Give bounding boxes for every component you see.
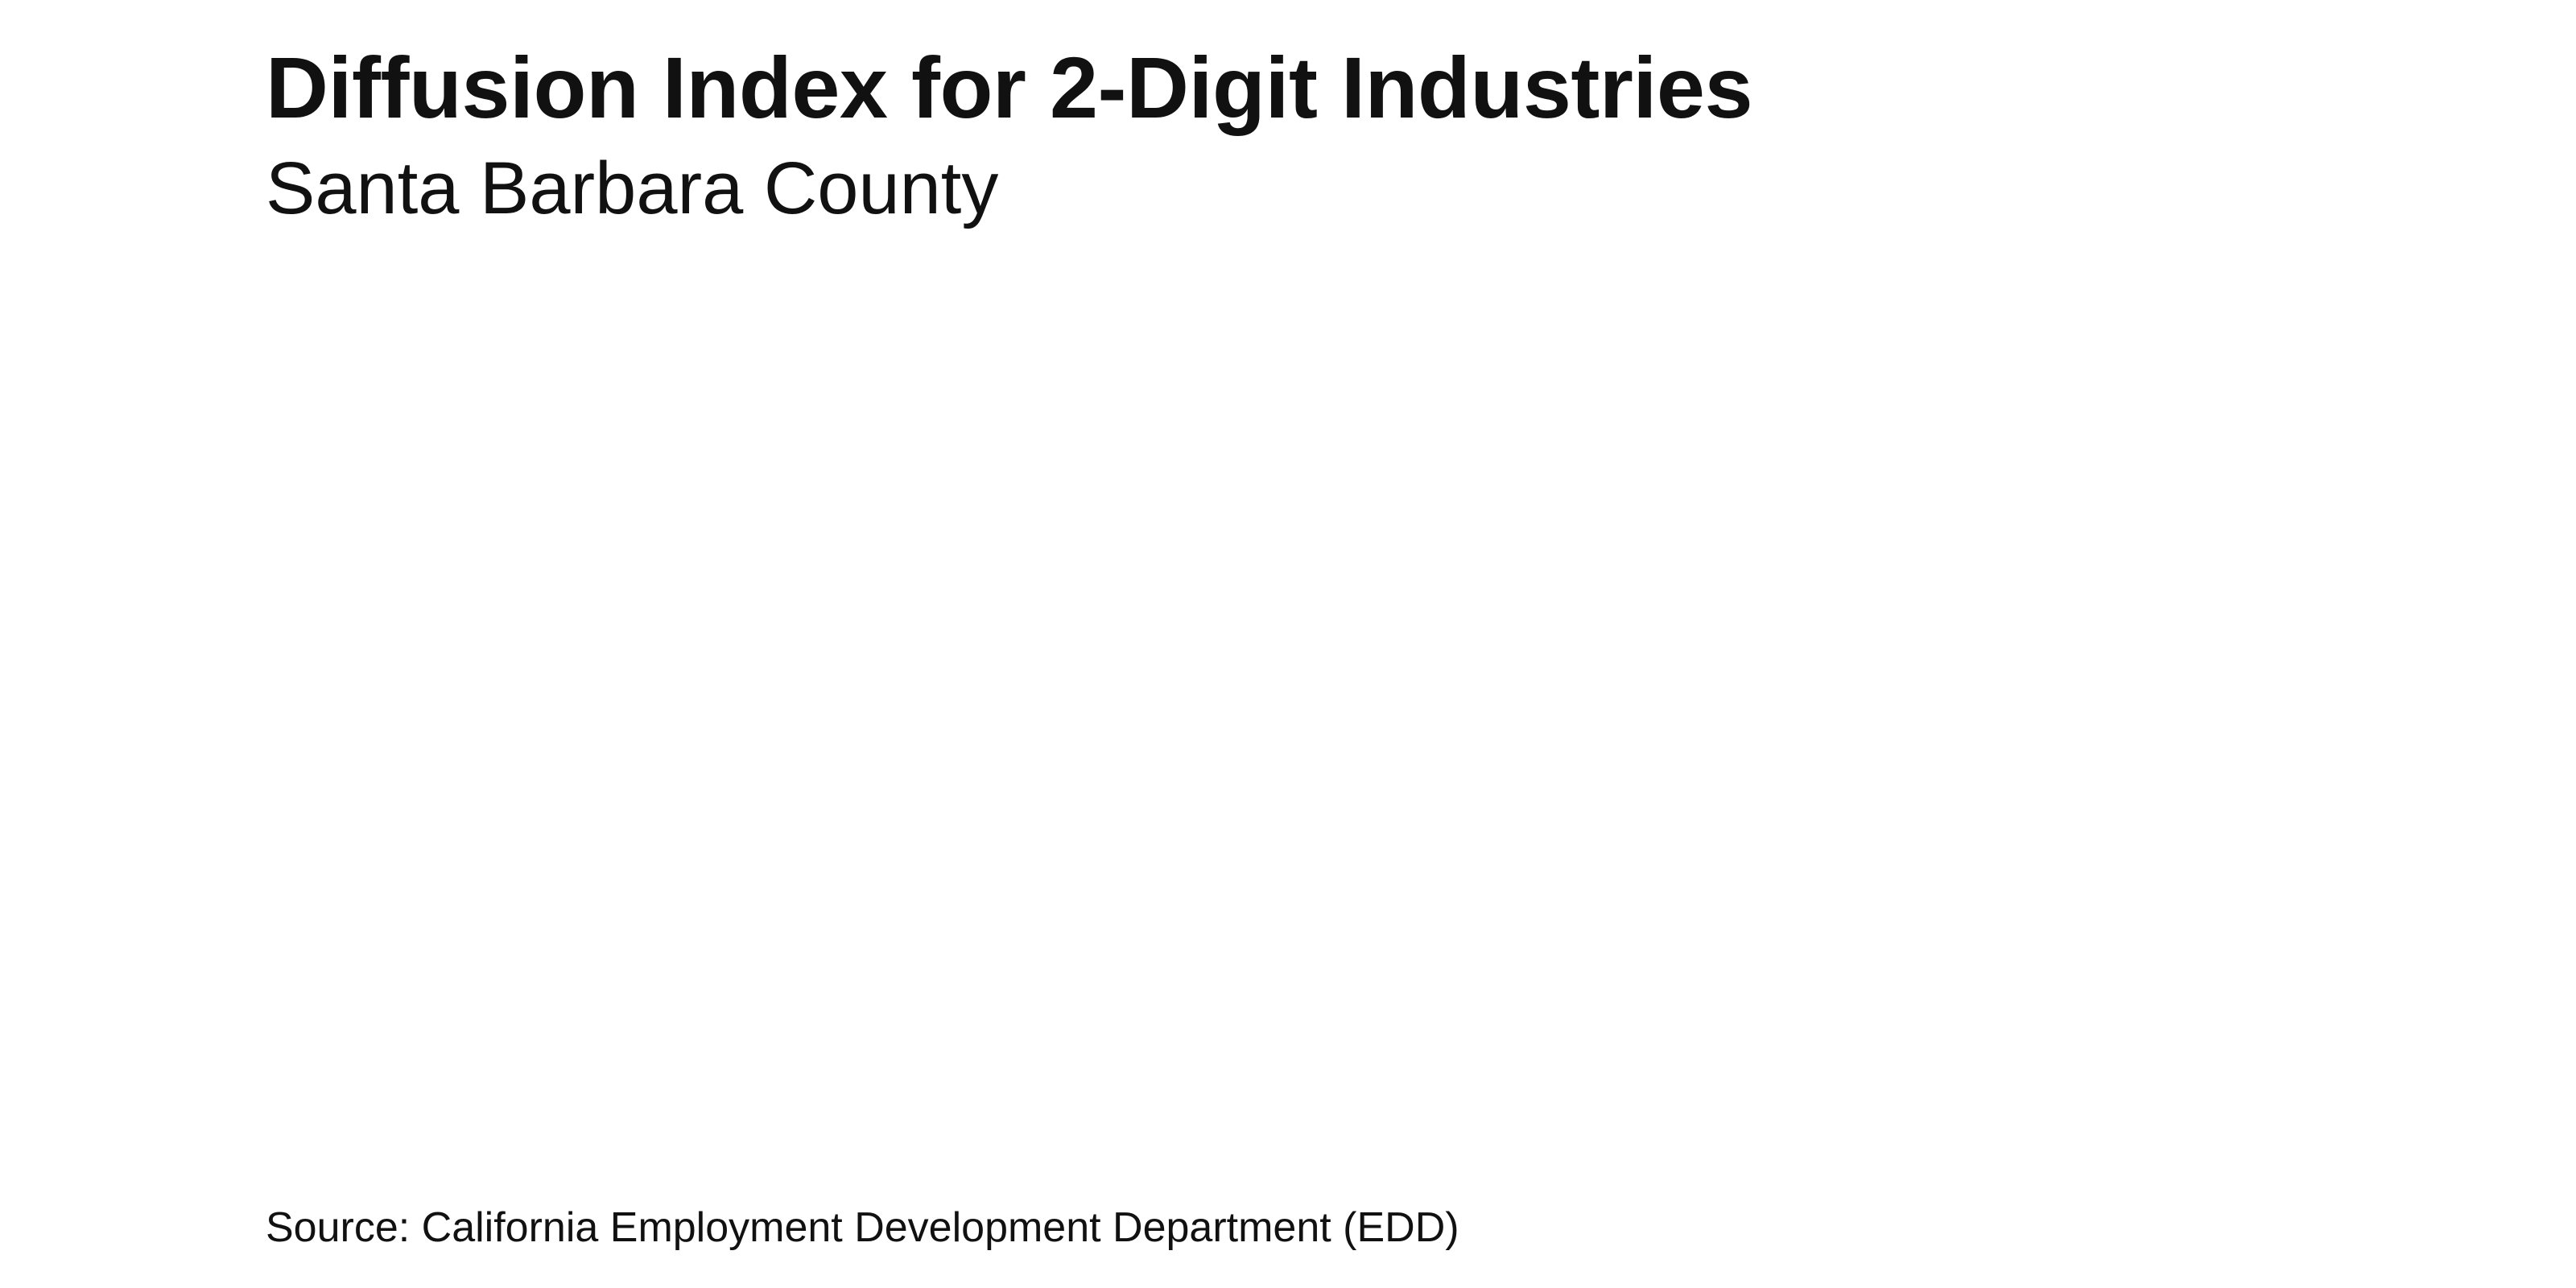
chart-subtitle: Santa Barbara County	[266, 147, 999, 229]
plot-area	[266, 266, 2439, 1151]
chart-title: Diffusion Index for 2-Digit Industries	[266, 39, 1753, 136]
plot-svg	[266, 266, 2439, 1151]
source-note: Source: California Employment Developmen…	[266, 1204, 1459, 1251]
